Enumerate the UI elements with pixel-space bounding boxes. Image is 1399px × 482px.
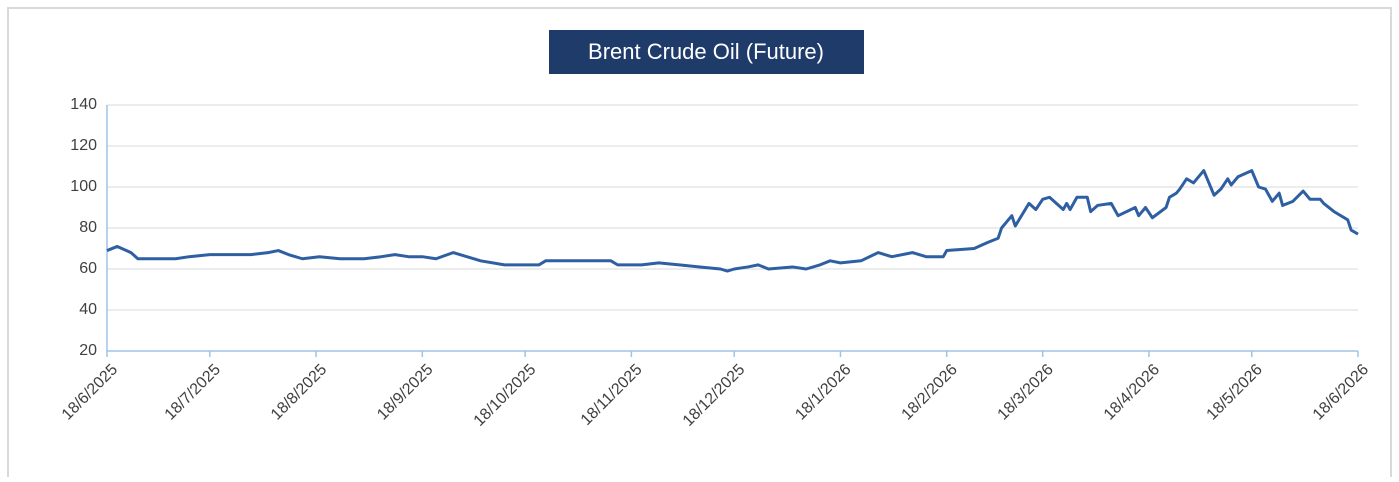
y-tick-label: 20 (79, 342, 97, 359)
y-tick-label: 80 (79, 219, 97, 236)
price-line (106, 169, 1359, 273)
y-tick-label: 40 (79, 301, 97, 318)
y-tick-label: 120 (70, 137, 97, 154)
y-tick-label: 100 (70, 178, 97, 195)
title-box (549, 30, 864, 74)
chart-title: Brent Crude Oil (Future) (588, 39, 824, 64)
y-tick-label: 60 (79, 260, 97, 277)
chart-frame (7, 7, 1392, 479)
y-tick-label: 140 (70, 96, 97, 113)
